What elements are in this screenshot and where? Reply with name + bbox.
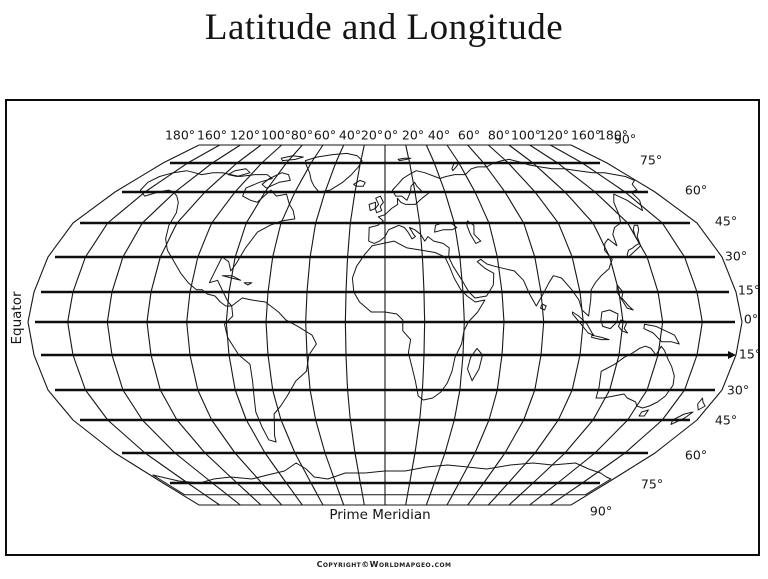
new-zealand-south-outline: [670, 411, 694, 425]
baffin-island-outline: [261, 172, 291, 189]
longitude-tick-label: 80°: [290, 127, 314, 143]
longitude-tick-label: 80°: [487, 127, 511, 143]
longitude-tick-label: 100°: [260, 127, 292, 143]
new-zealand-north-outline: [697, 397, 706, 411]
longitude-tick-label: 0°: [383, 127, 399, 143]
antarctica-outline: [152, 462, 612, 496]
africa-outline: [351, 240, 486, 401]
new-guinea-outline: [643, 323, 680, 345]
hispaniola-outline: [243, 282, 253, 286]
longitude-tick-label: 40°: [338, 127, 362, 143]
latitude-tick-label: 15°: [737, 282, 761, 298]
latitude-tick-label: 45°: [714, 213, 738, 229]
ireland-outline: [368, 201, 376, 212]
longitude-tick-label: 40°: [427, 127, 451, 143]
japan-outline: [626, 224, 642, 258]
borneo-outline: [600, 309, 619, 330]
equator-label: Equator: [9, 291, 25, 345]
map-outline: [27, 144, 743, 506]
latitude-tick-label: 0°: [743, 311, 759, 327]
latitude-tick-label-90s: 90°: [589, 503, 613, 519]
longitude-tick-label: 20°: [401, 127, 425, 143]
latitude-tick-label-90n: 90°: [613, 131, 637, 147]
longitude-tick-label: 160°: [196, 127, 228, 143]
longitude-lines: [67, 144, 703, 506]
continent-outlines: [139, 152, 706, 496]
longitude-tick-label: 100°: [510, 127, 542, 143]
prime-meridian-label: Prime Meridian: [329, 507, 431, 523]
latitude-tick-label: 30°: [726, 382, 750, 398]
longitude-tick-label: 120°: [229, 127, 261, 143]
cuba-outline: [221, 275, 242, 281]
longitude-tick-label: 160°: [570, 127, 602, 143]
latitude-tick-label: 60°: [684, 182, 708, 198]
latitude-lines: [35, 161, 736, 485]
caspian-sea-outline: [466, 220, 482, 244]
longitude-tick-label: 60°: [313, 127, 337, 143]
longitude-tick-label: 60°: [457, 127, 481, 143]
tasmania-outline: [638, 409, 649, 417]
java-outline: [591, 334, 610, 341]
map-border-frame: [5, 99, 760, 556]
philippines-outline: [616, 284, 634, 311]
great-britain-outline: [374, 195, 384, 214]
longitude-tick-label: 180°: [597, 127, 629, 143]
latitude-tick-label: 30°: [724, 248, 748, 264]
iceland-outline: [353, 179, 366, 187]
latitude-tick-label: 45°: [714, 412, 738, 428]
latitude-tick-label: 75°: [639, 152, 663, 168]
ellesmere-island-outline: [280, 155, 304, 162]
sri-lanka-outline: [540, 303, 547, 311]
black-sea-outline: [434, 222, 458, 233]
madagascar-outline: [467, 347, 483, 382]
longitude-tick-label: 180°: [164, 127, 196, 143]
australia-outline: [595, 345, 675, 409]
victoria-island-outline: [227, 168, 251, 177]
latitude-tick-label: 15°: [738, 346, 762, 362]
copyright-text: Copyright©Worldmapgeo.com: [316, 560, 452, 569]
latitude-tick-label: 75°: [640, 476, 664, 492]
longitude-tick-label: 20°: [360, 127, 384, 143]
latitude-tick-label: 60°: [684, 447, 708, 463]
longitude-tick-label: 120°: [538, 127, 570, 143]
page-title: Latitude and Longitude: [204, 7, 564, 48]
eurasia-outline: [368, 158, 643, 317]
south-america-outline: [224, 297, 317, 443]
svalbard-outline: [397, 157, 412, 162]
